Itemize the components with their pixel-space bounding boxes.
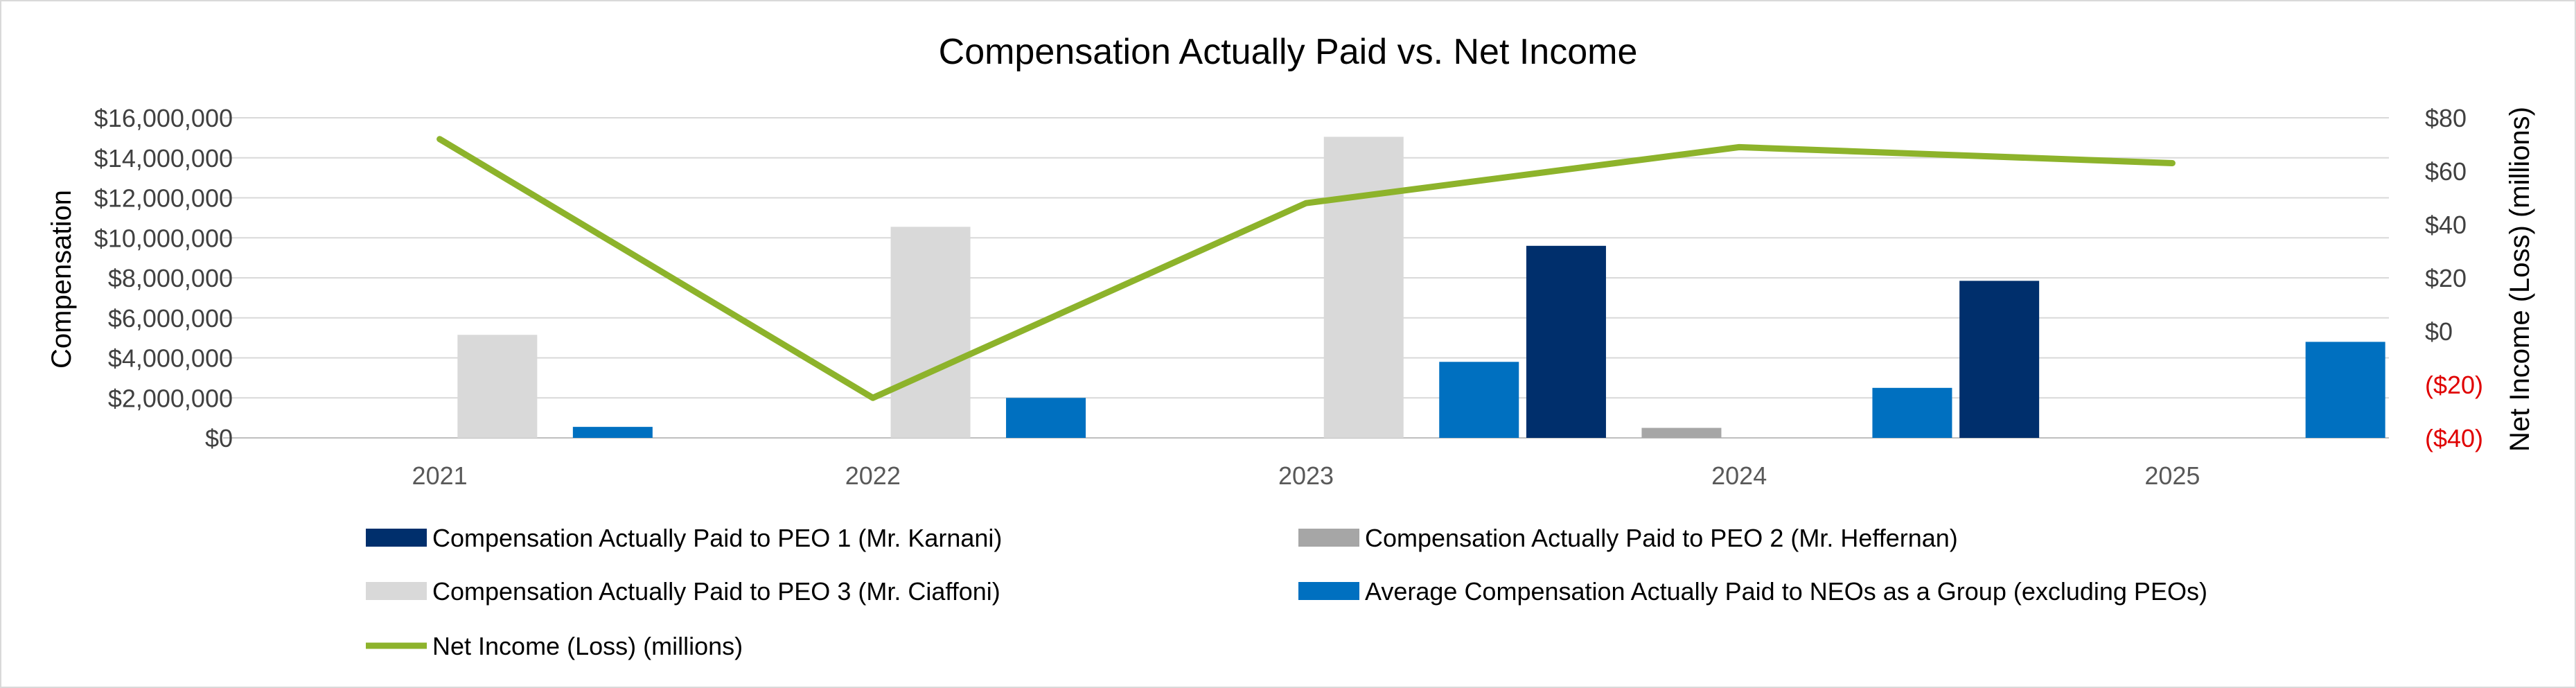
bar (2305, 342, 2385, 438)
right-tick-label: ($20) (2425, 371, 2483, 399)
bar (890, 227, 971, 438)
right-tick-label: $20 (2425, 264, 2467, 292)
right-axis-ticks: ($40) ($20) $0 $20 $40 $60 $80 (2425, 104, 2483, 452)
bar (457, 335, 538, 438)
right-tick-label: $80 (2425, 104, 2467, 132)
left-tick-label: $4,000,000 (108, 344, 233, 373)
bar (1006, 398, 1086, 438)
left-tick-label: $8,000,000 (108, 264, 233, 292)
left-axis-ticks: $0 $2,000,000 $4,000,000 $6,000,000 $8,000,0… (94, 104, 233, 452)
legend-label: Compensation Actually Paid to PEO 2 (Mr.… (1365, 524, 1958, 552)
left-tick-label: $16,000,000 (94, 104, 233, 132)
right-tick-label: $40 (2425, 211, 2467, 239)
legend: Compensation Actually Paid to PEO 1 (Mr.… (366, 524, 2207, 660)
right-tick-label: ($40) (2425, 424, 2483, 452)
net-income-line (436, 136, 2176, 401)
bar-series (457, 136, 2385, 438)
x-axis-ticks: 2021 2022 2023 2024 2025 (412, 461, 2200, 490)
legend-swatch (1298, 529, 1359, 547)
left-tick-label: $14,000,000 (94, 144, 233, 173)
bar (1959, 281, 2040, 438)
bar (1323, 136, 1404, 438)
bar (1439, 362, 1519, 438)
right-tick-label: $0 (2425, 317, 2453, 346)
gridlines (223, 117, 2389, 439)
x-tick-label: 2023 (1278, 461, 1334, 490)
x-tick-label: 2025 (2144, 461, 2200, 490)
legend-swatch (366, 529, 427, 547)
left-tick-label: $0 (205, 424, 233, 452)
bar (1641, 427, 1722, 438)
net-income-line-path (436, 136, 2176, 401)
bar (1872, 387, 1952, 438)
legend-label: Compensation Actually Paid to PEO 3 (Mr.… (432, 577, 1000, 606)
legend-swatch (1298, 582, 1359, 600)
legend-label: Compensation Actually Paid to PEO 1 (Mr.… (432, 524, 1002, 552)
legend-label: Average Compensation Actually Paid to NE… (1365, 577, 2207, 606)
legend-label: Net Income (Loss) (millions) (432, 632, 743, 660)
bar (572, 427, 653, 438)
x-tick-label: 2022 (845, 461, 901, 490)
left-axis-label: Compensation (46, 190, 77, 369)
left-tick-label: $10,000,000 (94, 224, 233, 252)
legend-swatch (366, 582, 427, 600)
x-tick-label: 2024 (1711, 461, 1767, 490)
bar (1526, 245, 1606, 438)
left-tick-label: $6,000,000 (108, 304, 233, 333)
chart-title: Compensation Actually Paid vs. Net Incom… (939, 32, 1638, 72)
right-tick-label: $60 (2425, 157, 2467, 186)
right-axis-label: Net Income (Loss) (millions) (2505, 107, 2535, 452)
left-tick-label: $12,000,000 (94, 184, 233, 213)
x-tick-label: 2021 (412, 461, 468, 490)
left-tick-label: $2,000,000 (108, 384, 233, 412)
